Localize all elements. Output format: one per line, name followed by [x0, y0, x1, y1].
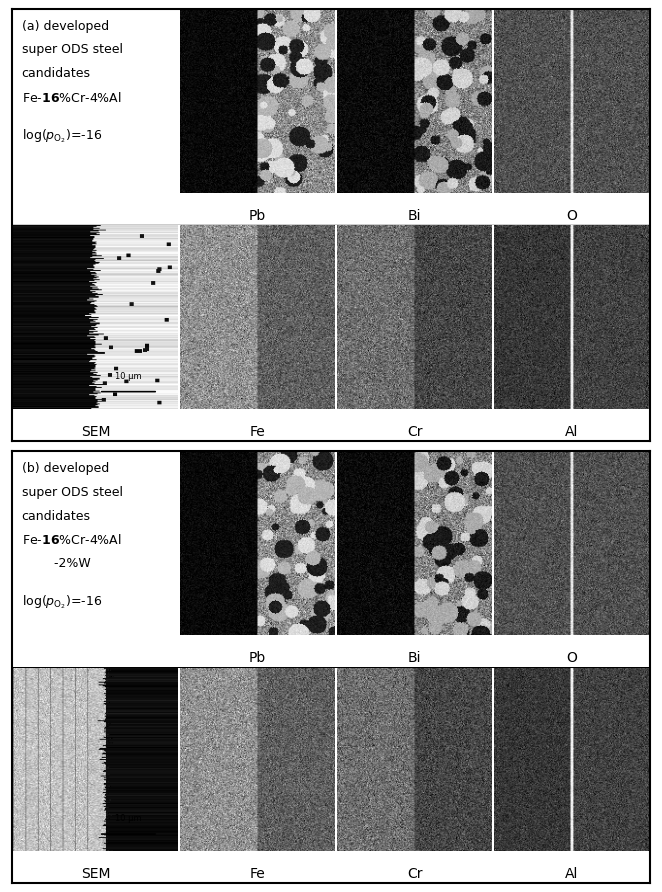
- Text: Pb: Pb: [249, 209, 266, 223]
- Text: 15  1kV  000x  0010  1.0μ: 15 1kV 000x 0010 1.0μ: [185, 197, 238, 202]
- Text: 15  1kV  000x  0010  1.0μ: 15 1kV 000x 0010 1.0μ: [185, 855, 238, 860]
- Text: Al: Al: [565, 425, 579, 439]
- Text: 15  1kV  000x  0010  1.0μ: 15 1kV 000x 0010 1.0μ: [342, 640, 395, 644]
- Text: 15  1kV  000x  0010  1.0μ: 15 1kV 000x 0010 1.0μ: [342, 855, 395, 860]
- Text: log($\mathit{p}_{\mathregular{O_2}}$)=-16: log($\mathit{p}_{\mathregular{O_2}}$)=-1…: [22, 593, 102, 611]
- Text: candidates: candidates: [22, 509, 91, 523]
- Text: (b) developed: (b) developed: [22, 462, 109, 475]
- Text: (a) developed: (a) developed: [22, 20, 109, 33]
- Text: 15  1kV  000x  0010  1.0μ: 15 1kV 000x 0010 1.0μ: [185, 640, 238, 644]
- Text: candidates: candidates: [22, 67, 91, 80]
- Text: 15  1kV  000x  0010  1.0μ: 15 1kV 000x 0010 1.0μ: [18, 855, 71, 860]
- Text: O: O: [566, 209, 577, 223]
- Text: Fe: Fe: [250, 867, 265, 881]
- Text: 15  1kV  000x  0010  1.0μ: 15 1kV 000x 0010 1.0μ: [185, 413, 238, 417]
- Text: 15  1kV  000x  0010  1.0μ: 15 1kV 000x 0010 1.0μ: [499, 413, 551, 417]
- Text: SEM: SEM: [81, 425, 111, 439]
- Text: 15  1kV  000x  0010  1.0μ: 15 1kV 000x 0010 1.0μ: [342, 413, 395, 417]
- Text: 15  1kV  000x  0010  1.0μ: 15 1kV 000x 0010 1.0μ: [342, 197, 395, 202]
- Text: -2%W: -2%W: [22, 558, 91, 570]
- Text: 15  1kV  000x  0010  1.0μ: 15 1kV 000x 0010 1.0μ: [499, 197, 551, 202]
- Text: Pb: Pb: [249, 651, 266, 665]
- Text: 15  1kV  000x  0010  1.0μ: 15 1kV 000x 0010 1.0μ: [499, 855, 551, 860]
- Text: Fe: Fe: [250, 425, 265, 439]
- Text: super ODS steel: super ODS steel: [22, 486, 122, 499]
- Text: log($\mathit{p}_{\mathregular{O_2}}$)=-16: log($\mathit{p}_{\mathregular{O_2}}$)=-1…: [22, 128, 102, 145]
- Text: 10 μm: 10 μm: [115, 372, 142, 381]
- Text: Fe-$\mathbf{16}$%Cr-4%Al: Fe-$\mathbf{16}$%Cr-4%Al: [22, 91, 121, 105]
- Text: super ODS steel: super ODS steel: [22, 44, 122, 56]
- Text: 15  1kV  000x  0010  1.0μ: 15 1kV 000x 0010 1.0μ: [499, 640, 551, 644]
- Text: 10 μm: 10 μm: [115, 814, 142, 823]
- Text: 15  1kV  000x  0010  1.0μ: 15 1kV 000x 0010 1.0μ: [18, 413, 71, 417]
- Text: Bi: Bi: [408, 209, 421, 223]
- Text: Cr: Cr: [407, 867, 422, 881]
- Text: Al: Al: [565, 867, 579, 881]
- Text: SEM: SEM: [81, 867, 111, 881]
- Text: Bi: Bi: [408, 651, 421, 665]
- Text: Cr: Cr: [407, 425, 422, 439]
- Text: O: O: [566, 651, 577, 665]
- Text: Fe-$\mathbf{16}$%Cr-4%Al: Fe-$\mathbf{16}$%Cr-4%Al: [22, 533, 121, 548]
